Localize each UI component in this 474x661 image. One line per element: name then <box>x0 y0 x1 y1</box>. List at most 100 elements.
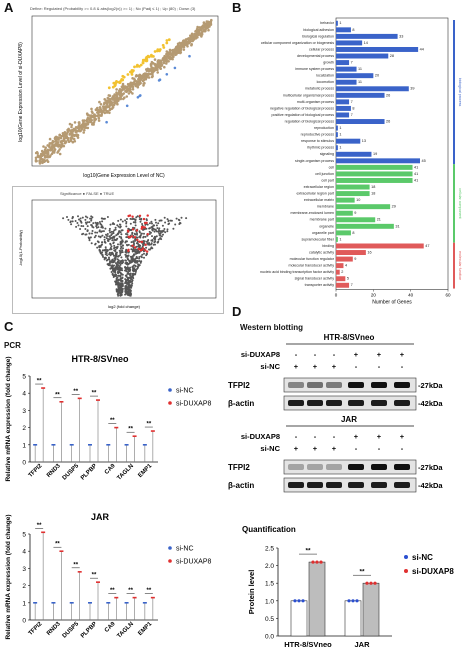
volcano-point <box>109 247 112 249</box>
volcano-point <box>96 231 99 234</box>
wb-band <box>307 400 323 406</box>
scatter-point <box>50 152 54 156</box>
wb-lane-mark: - <box>401 444 404 453</box>
volcano-point <box>107 238 110 241</box>
volcano-point <box>116 281 119 284</box>
go-group-label: molecular function <box>458 251 462 280</box>
go-bar-bp <box>336 40 363 46</box>
wb-row-label: si-DUXAP8 <box>241 432 280 441</box>
go-value-label: 7 <box>351 100 353 104</box>
volcano-point <box>88 237 91 240</box>
scatter-point-up <box>165 41 169 45</box>
volcano-point <box>67 218 70 221</box>
scatter-point <box>113 102 116 105</box>
go-bar-bp <box>336 132 338 138</box>
volcano-point <box>175 217 178 220</box>
scatter-point <box>115 95 119 98</box>
volcano-point <box>84 228 87 230</box>
go-group-label: biological process <box>458 78 462 107</box>
volcano-point <box>110 245 113 248</box>
go-value-label: 14 <box>364 41 368 45</box>
volcano-point <box>121 290 124 293</box>
pcr-gene-label: PLPBP <box>80 621 98 639</box>
go-category-label: biological regulation <box>302 34 334 38</box>
go-value-label: 21 <box>377 218 381 222</box>
go-bar-bp <box>336 125 338 131</box>
go-category-label: extracellular region <box>304 185 334 189</box>
scatter-point <box>82 123 85 126</box>
volcano-point <box>154 218 157 221</box>
scatter-point <box>73 128 77 131</box>
scatter-ylabel: log10(Gene Expression Level of si-DUXAP8… <box>18 42 24 142</box>
volcano-point <box>112 242 115 245</box>
scatter-point <box>125 95 129 98</box>
volcano-point <box>151 222 153 225</box>
volcano-point <box>138 250 141 253</box>
scatter-point <box>36 155 40 159</box>
volcano-point <box>115 262 117 265</box>
wb-mw-label: -42kDa <box>418 481 443 490</box>
volcano-point <box>114 226 117 229</box>
scatter-point <box>136 85 140 89</box>
go-category-label: positive regulation of biological proces… <box>271 113 334 117</box>
volcano-point <box>109 264 111 267</box>
volcano-point <box>120 267 123 270</box>
scatter-point <box>48 145 51 149</box>
go-bar-bp <box>336 99 350 105</box>
panel-label-c: C <box>4 319 14 334</box>
volcano-point <box>88 239 91 242</box>
volcano-point <box>126 218 128 220</box>
scatter-point <box>49 142 52 145</box>
pcr-gene-label: CA9 <box>104 463 117 476</box>
volcano-point <box>125 292 128 295</box>
volcano-point <box>117 225 120 228</box>
volcano-point-sig <box>139 249 142 252</box>
scatter-point <box>98 110 102 114</box>
volcano-point <box>117 261 120 264</box>
volcano-point <box>134 219 137 222</box>
wb-band <box>371 382 387 388</box>
pcr-ytick-label: 0 <box>22 460 26 467</box>
scatter-point <box>74 130 78 134</box>
scatter-point <box>65 132 69 135</box>
scatter-point-up <box>137 65 141 68</box>
scatter-point <box>106 110 109 113</box>
volcano-point-sig <box>128 214 132 217</box>
volcano-point <box>160 230 163 233</box>
scatter-point <box>197 30 201 34</box>
volcano-point <box>119 271 122 274</box>
volcano-point <box>105 252 108 254</box>
volcano-point <box>105 233 107 236</box>
volcano-frame <box>12 186 224 314</box>
scatter-point <box>43 154 46 157</box>
go-bar-bp <box>336 27 351 33</box>
go-category-label: developmental process <box>297 54 334 58</box>
volcano-point <box>125 243 128 246</box>
scatter-point <box>177 46 181 50</box>
wb-band <box>348 464 364 470</box>
volcano-point <box>153 224 156 227</box>
scatter-point <box>127 84 130 87</box>
go-value-label: 39 <box>410 87 414 91</box>
go-bar-bp <box>336 151 372 157</box>
scatter-point <box>142 79 145 83</box>
scatter-point <box>102 102 106 106</box>
volcano-point <box>159 232 162 235</box>
go-value-label: 1 <box>339 21 341 25</box>
volcano-point <box>135 245 138 248</box>
go-bar-cc <box>336 236 338 242</box>
scatter-point <box>156 63 159 67</box>
volcano-point <box>130 248 133 251</box>
scatter-point <box>103 107 106 110</box>
volcano-point <box>120 259 123 262</box>
wb-lane-mark: + <box>400 432 405 441</box>
wb-cell-title: JAR <box>341 415 357 424</box>
pcr-sig-label: ** <box>92 573 97 579</box>
volcano-point <box>131 273 134 276</box>
volcano-point <box>159 237 162 240</box>
scatter-point <box>163 65 166 69</box>
wb-band <box>288 482 304 488</box>
go-value-label: 8 <box>352 28 354 32</box>
scatter-point-up <box>112 81 116 85</box>
volcano-point <box>110 234 113 237</box>
